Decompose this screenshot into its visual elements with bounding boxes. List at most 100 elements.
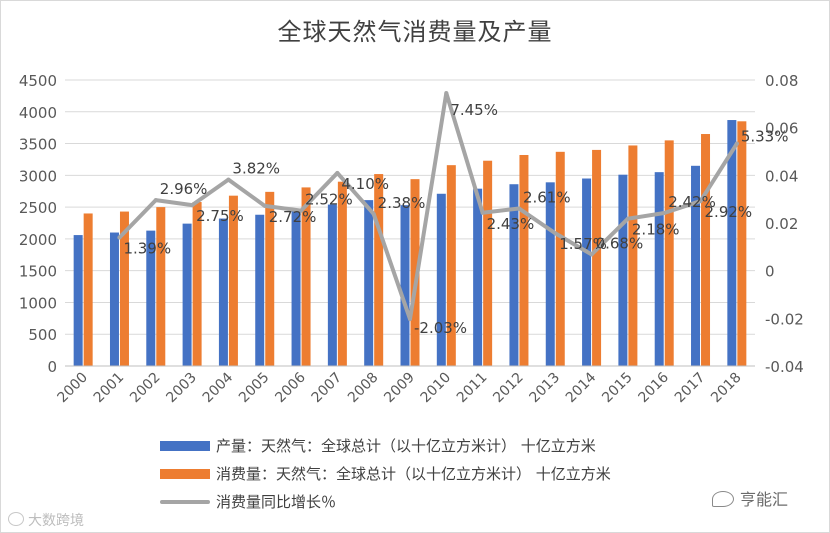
bar-production — [618, 174, 628, 366]
x-tick-label: 2010 — [418, 370, 455, 407]
growth-data-label: 2.38% — [378, 194, 426, 212]
growth-point — [117, 235, 122, 240]
growth-point — [625, 216, 630, 221]
growth-point — [226, 177, 231, 182]
bar-consumption — [410, 179, 420, 366]
bar-consumption — [119, 211, 129, 366]
x-tick-label: 2005 — [236, 370, 273, 407]
legend-label-growth: 消费量同比增长％ — [216, 493, 337, 511]
y-left-tick-label: 1000 — [19, 294, 57, 312]
growth-point — [153, 198, 158, 203]
x-tick-label: 2003 — [163, 370, 200, 407]
growth-point — [553, 231, 558, 236]
x-tick-label: 2011 — [454, 370, 491, 407]
bar-consumption — [555, 151, 565, 366]
bar-consumption — [337, 181, 347, 366]
chart-title: 全球天然气消费量及产量 — [277, 18, 553, 46]
growth-data-label: 2.18% — [632, 221, 680, 239]
growth-data-label: 2.43% — [487, 215, 535, 233]
bar-consumption — [156, 207, 166, 366]
watermark-right-text: 亨能汇 — [740, 490, 789, 509]
y-left-tick-label: 3500 — [19, 136, 57, 154]
x-tick-label: 2002 — [127, 370, 164, 407]
bar-consumption — [737, 121, 747, 366]
bar-consumption — [519, 154, 529, 366]
y-left-tick-label: 3000 — [19, 167, 57, 185]
growth-data-label: 2.75% — [196, 207, 244, 225]
y-right-tick-label: -0.04 — [765, 358, 804, 376]
growth-point — [335, 170, 340, 175]
y-right-tick-label: 0.06 — [765, 120, 798, 138]
bar-production — [582, 178, 592, 366]
x-tick-label: 2004 — [200, 369, 237, 406]
growth-data-label: 0.68% — [596, 234, 644, 252]
legend-label-consumption: 消费量：天然气：全球总计（以十亿立方米计） 十亿立方米 — [216, 465, 611, 483]
bar-production — [691, 165, 701, 366]
x-tick-label: 2000 — [54, 370, 91, 407]
growth-data-label: 2.61% — [523, 188, 571, 206]
bar-production — [509, 184, 519, 366]
bar-production — [291, 210, 301, 366]
bar-production — [109, 232, 119, 366]
growth-point — [262, 203, 267, 208]
growth-point — [516, 206, 521, 211]
x-tick-label: 2008 — [345, 370, 382, 407]
bar-production — [218, 218, 228, 366]
x-tick-label: 2013 — [527, 370, 564, 407]
x-tick-label: 2017 — [672, 370, 709, 407]
x-tick-label: 2009 — [381, 370, 418, 407]
growth-point — [480, 210, 485, 215]
bar-consumption — [265, 191, 275, 366]
legend-label-production: 产量：天然气：全球总计（以十亿立方米计） 十亿立方米 — [216, 437, 596, 455]
bar-production — [182, 223, 192, 366]
growth-data-label: 3.82% — [232, 160, 280, 178]
x-tick-label: 2014 — [563, 369, 600, 406]
bar-consumption — [701, 134, 711, 366]
weibo-icon — [8, 512, 24, 526]
growth-point — [299, 208, 304, 213]
bar-consumption — [192, 202, 202, 366]
bar-production — [255, 214, 265, 366]
bar-production — [73, 235, 83, 366]
growth-data-label: 2.42% — [668, 193, 716, 211]
growth-point — [662, 210, 667, 215]
x-tick-label: 2015 — [599, 370, 636, 407]
y-right-tick-label: 0 — [765, 263, 775, 281]
growth-data-label: -2.03% — [414, 319, 467, 337]
bar-consumption — [301, 187, 311, 366]
bar-consumption — [374, 174, 384, 366]
growth-data-label: 2.72% — [269, 208, 317, 226]
growth-data-label: 4.10% — [341, 175, 389, 193]
growth-data-label: 1.57% — [559, 235, 607, 253]
y-right-tick-label: 0.02 — [765, 215, 798, 233]
y-left-tick-label: 4000 — [19, 104, 57, 122]
y-left-tick-label: 2500 — [19, 199, 57, 217]
x-tick-label: 2006 — [272, 369, 309, 406]
growth-point — [371, 211, 376, 216]
y-right-tick-label: -0.02 — [765, 310, 804, 328]
watermark-left: 大数跨境 — [8, 510, 84, 530]
watermark-left-text: 大数跨境 — [28, 513, 84, 529]
bar-consumption — [83, 213, 93, 366]
x-tick-label: 2016 — [636, 369, 673, 406]
bar-production — [545, 182, 555, 366]
growth-point — [444, 91, 449, 96]
y-right-tick-label: 0.04 — [765, 167, 798, 185]
bar-production — [327, 204, 337, 366]
growth-data-label: 2.92% — [705, 203, 753, 221]
x-tick-label: 2012 — [490, 370, 527, 407]
growth-point — [734, 141, 739, 146]
bar-consumption — [446, 165, 456, 366]
growth-data-label: 7.45% — [450, 101, 498, 119]
growth-point — [408, 317, 412, 322]
bar-production — [364, 200, 374, 366]
bar-production — [146, 230, 156, 366]
bar-consumption — [592, 149, 602, 366]
y-left-tick-label: 2000 — [19, 231, 57, 249]
growth-point — [589, 252, 594, 257]
bar-consumption — [664, 140, 674, 366]
x-tick-label: 2018 — [708, 370, 745, 407]
growth-point — [698, 199, 703, 204]
bar-consumption — [483, 160, 493, 366]
